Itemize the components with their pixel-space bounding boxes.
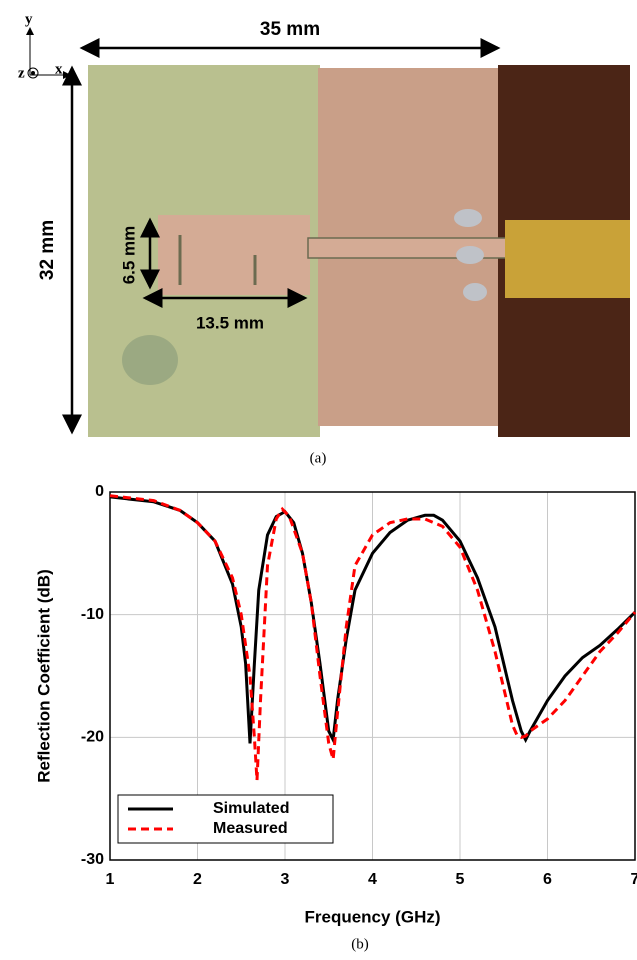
y-tick-label: -20: [81, 729, 104, 746]
dimension-label: 6.5 mm: [119, 226, 138, 285]
y-tick-label: 0: [95, 483, 104, 500]
solder: [463, 283, 487, 301]
dimension-label: 13.5 mm: [196, 313, 264, 332]
x-tick-label: 4: [368, 871, 377, 888]
x-tick-label: 6: [543, 871, 552, 888]
y-tick-label: -30: [81, 851, 104, 868]
legend-label: Measured: [213, 820, 288, 837]
legend-label: Simulated: [213, 800, 289, 817]
stain: [122, 335, 178, 385]
caption: (a): [310, 450, 327, 466]
axis-circle: [27, 67, 39, 79]
chart: 0 -10 -20 -301 2 3 4 5 6 7 Frequency (GHz) Reflecti…: [34, 483, 637, 926]
x-tick-label: 1: [106, 871, 115, 888]
y-axis-label: Reflection Coefficient (dB): [34, 569, 53, 782]
legend-box: [117, 794, 334, 844]
x-tick-label: 7: [631, 871, 637, 888]
antenna-photo: [88, 65, 630, 437]
connector: [505, 220, 630, 298]
axis-label: x: [55, 61, 63, 77]
x-tick-label: 2: [193, 871, 202, 888]
plot-frame: [109, 491, 636, 861]
x-tick-label: 5: [456, 871, 465, 888]
series-line: [109, 494, 637, 781]
coordinate-axes: [26, 27, 71, 79]
y-tick-label: -10: [81, 606, 104, 623]
axis-label: y: [25, 11, 33, 27]
solder: [454, 209, 482, 227]
x-axis-label: Frequency (GHz): [304, 907, 440, 926]
patch: [158, 215, 310, 295]
dimension-label: 35 mm: [260, 19, 320, 40]
dimension-label: 32 mm: [37, 220, 58, 280]
axis-dot: [31, 71, 35, 75]
solder: [456, 246, 484, 264]
x-tick-label: 3: [281, 871, 290, 888]
axis-label: z: [18, 65, 25, 81]
caption: (b): [351, 936, 369, 952]
